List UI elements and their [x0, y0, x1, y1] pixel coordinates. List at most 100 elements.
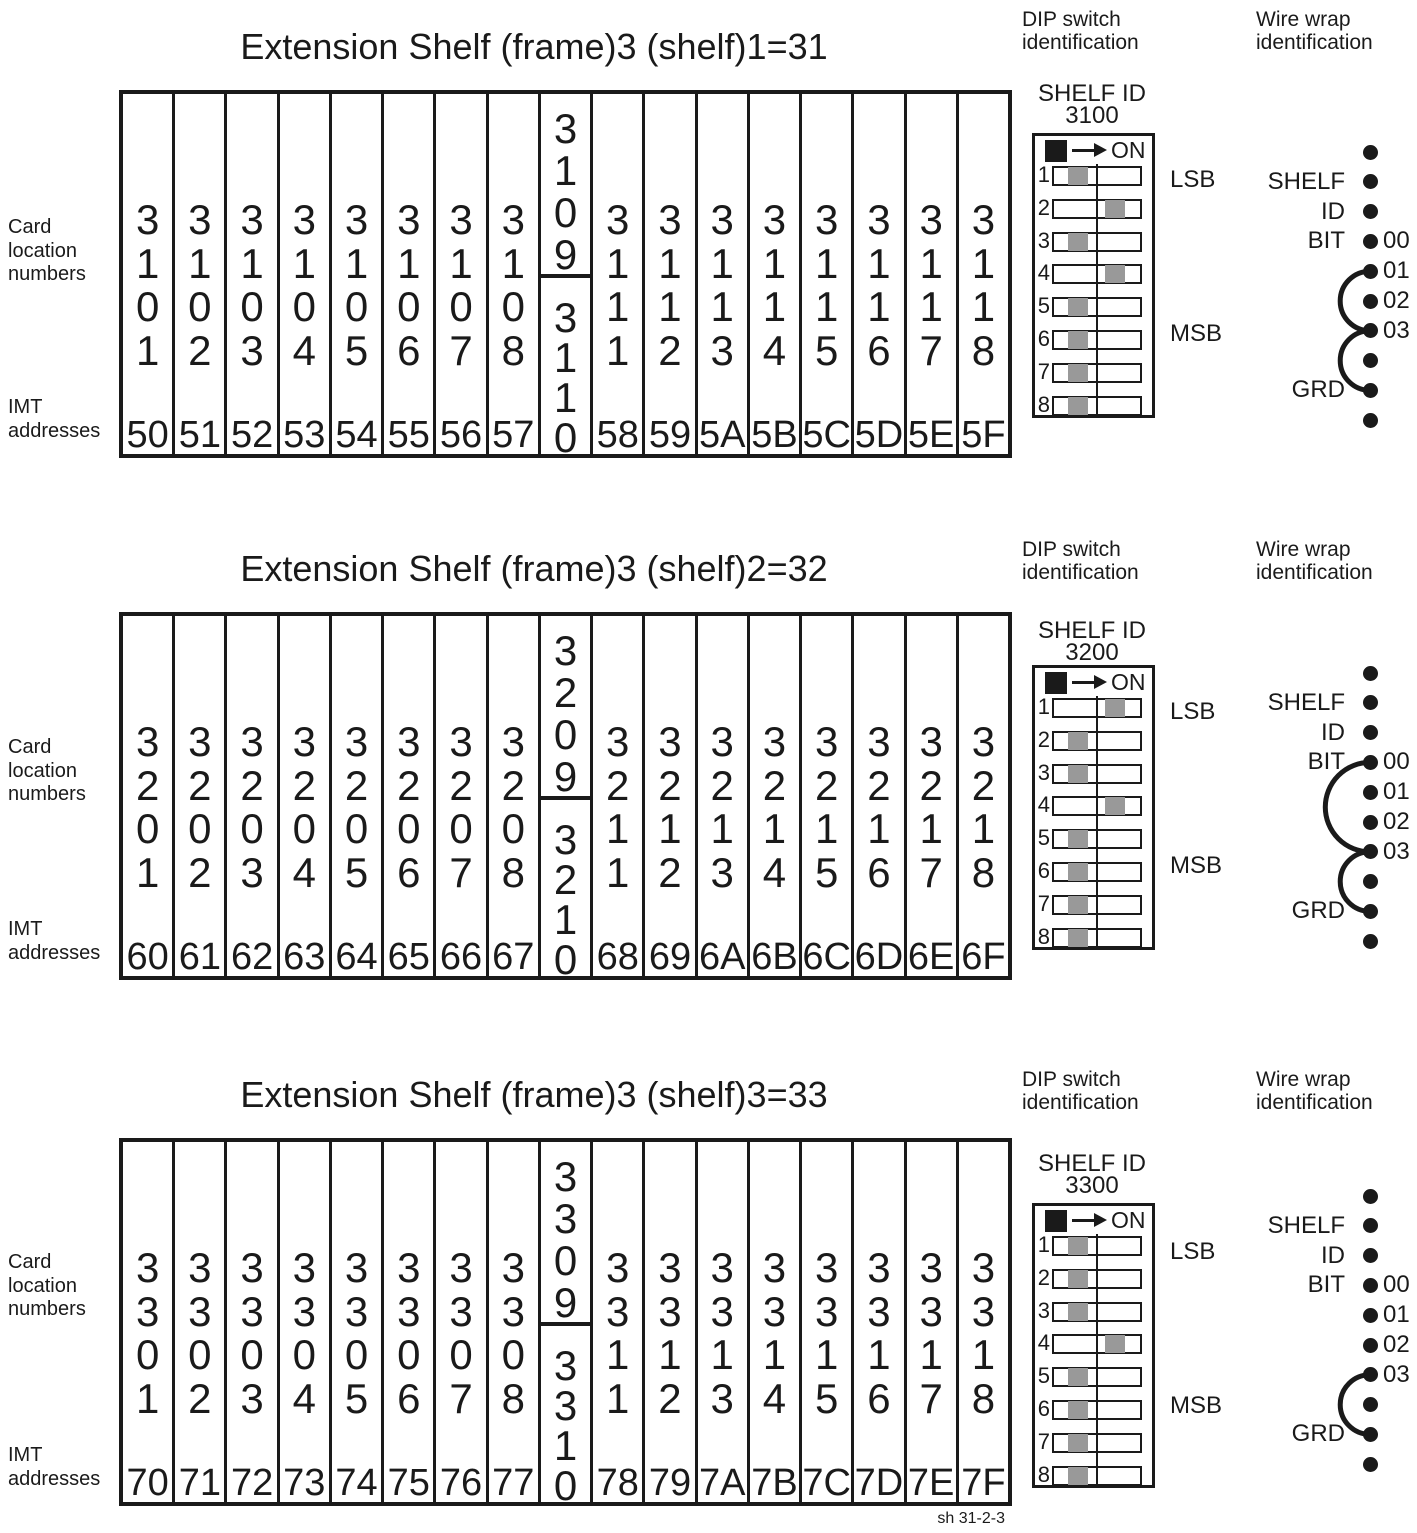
- shelf-id-label: SHELF ID: [1037, 617, 1147, 644]
- dip-rows: 1 2 3 4 5 6 7 8: [1035, 668, 1152, 949]
- imt-address: 5F: [961, 414, 1006, 456]
- card-location-number: 3 2 0 1: [135, 718, 160, 896]
- imt-address: 50: [126, 414, 169, 456]
- switch-track: [1052, 395, 1142, 416]
- bit-number-label: 01: [1383, 257, 1410, 285]
- card-location-number: 3 3 0 7: [449, 1244, 473, 1422]
- card-slot: 3 2 0 5 64: [332, 616, 385, 978]
- card-slot: 3 1 0 4 53: [280, 94, 332, 456]
- card-location-number: 3 3 0 2: [188, 1244, 212, 1422]
- card-slot: 3 1 1 3 5A: [698, 94, 750, 456]
- card-location-number: 3 3 1 0: [553, 1342, 578, 1509]
- wire-wrap-pin: [1362, 174, 1378, 190]
- switch-knob: [1068, 830, 1088, 849]
- wire-wrap-area: SHELF ID BIT GRD 00 01 02 03: [1250, 1180, 1417, 1480]
- switch-number: 7: [1037, 890, 1050, 916]
- imt-address: 7A: [698, 1462, 746, 1504]
- imt-address: 6B: [751, 936, 798, 978]
- imt-address: 7B: [751, 1462, 798, 1504]
- imt-address: 70: [126, 1462, 169, 1504]
- bit-number-label: 01: [1383, 1301, 1410, 1329]
- switch-knob: [1105, 699, 1125, 717]
- switch-knob: [1068, 1302, 1088, 1321]
- card-slot: 3 1 0 7 56: [436, 94, 489, 456]
- imt-address: 5C: [802, 414, 851, 456]
- dip-switch-row: 6: [1035, 326, 1152, 351]
- card-location-number: 3 1 1 1: [606, 196, 630, 374]
- card-slot: 3 2 0 4 63: [280, 616, 332, 978]
- card-slot: 3 2 1 8 6F: [959, 616, 1008, 978]
- card-slot: 3 1 1 2 59: [645, 94, 698, 456]
- switch-knob: [1068, 895, 1088, 914]
- card-slot: 3 3 0 6 75: [384, 1142, 437, 1504]
- dip-switch-row: 5: [1035, 293, 1152, 318]
- card-location-number: 3 2 0 9: [553, 627, 578, 800]
- grd-label: GRD: [1291, 897, 1345, 925]
- imt-address: 63: [283, 936, 326, 978]
- card-location-number: 3 3 0 8: [501, 1244, 525, 1422]
- wire-connections: [1322, 759, 1373, 914]
- wire-arc: [1322, 759, 1373, 855]
- imt-address: 77: [492, 1462, 535, 1504]
- card-slot: 3 3 1 4 7B: [750, 1142, 803, 1504]
- bit-number-label: 00: [1383, 748, 1410, 776]
- dip-switch-row: 5: [1035, 825, 1152, 850]
- wire-wrap-pin: [1362, 353, 1378, 369]
- bit-number-label: 00: [1383, 1271, 1410, 1299]
- imt-address: 67: [492, 936, 535, 978]
- on-label: ON: [1111, 669, 1146, 695]
- card-location-number: 3 3 0 5: [344, 1244, 369, 1422]
- card-slot: 3 2 0 1 60: [123, 616, 176, 978]
- card-location-number: 3 1 0 3: [240, 196, 264, 374]
- dip-switch-panel: ON 1 2 3 4 5 6 7 8: [1032, 665, 1155, 950]
- wire-wrap-pin: [1362, 263, 1378, 279]
- wire-wrap-pin: [1362, 233, 1378, 249]
- wire-arc: [1337, 849, 1373, 914]
- bit-number-label: 01: [1383, 778, 1410, 806]
- slot-divider: [540, 274, 591, 278]
- switch-track: [1052, 894, 1142, 915]
- card-slot: 3 2 0 6 65: [384, 616, 437, 978]
- dip-switch-row: 1: [1035, 1232, 1152, 1257]
- imt-address: 79: [648, 1462, 692, 1504]
- switch-number: 6: [1037, 326, 1050, 351]
- switch-knob: [1068, 363, 1088, 382]
- wire-wrap-pin: [1362, 144, 1378, 160]
- lsb-label: LSB: [1170, 166, 1216, 193]
- switch-track: [1052, 1465, 1142, 1486]
- card-slot: 3 1 1 5 5C: [802, 94, 855, 456]
- card-slot: 3 3 1 1 78: [593, 1142, 646, 1504]
- on-direction-arrowhead-icon: [1094, 143, 1107, 157]
- dip-switch-row: 7: [1035, 359, 1152, 384]
- shelf-id-value: 3200: [1065, 639, 1119, 666]
- dip-switch-row: 2: [1035, 727, 1152, 752]
- imt-address: 69: [648, 936, 692, 978]
- card-location-number: 3 1 0 9: [553, 105, 578, 278]
- card-location-number: 3 3 0 4: [292, 1244, 316, 1422]
- imt-address: 6E: [907, 936, 955, 978]
- wire-wrap-pin: [1362, 1397, 1378, 1413]
- card-slot: 3 1 0 8 57: [489, 94, 541, 456]
- imt-address: 58: [596, 414, 639, 456]
- card-slot: 3 3 0 4 73: [280, 1142, 332, 1504]
- card-location-number: 3 3 1 8: [971, 1244, 996, 1422]
- dip-switch-row: 8: [1035, 1462, 1152, 1487]
- switch-knob-legend-icon: [1045, 672, 1067, 694]
- wire-arc: [1337, 328, 1373, 393]
- card-location-number: 3 3 1 4: [762, 1244, 787, 1422]
- card-location-number: 3 1 1 6: [867, 196, 891, 374]
- dip-rows: 1 2 3 4 5 6 7 8: [1035, 136, 1152, 417]
- lsb-label: LSB: [1170, 698, 1216, 725]
- imt-address: 5D: [854, 414, 904, 456]
- wire-wrap-pin: [1362, 665, 1378, 681]
- card-slot: 3 1 1 6 5D: [854, 94, 907, 456]
- wire-connections: [1337, 268, 1373, 393]
- slot-divider: [540, 1322, 591, 1326]
- imt-address: 5E: [907, 414, 955, 456]
- dip-switch-row: 8: [1035, 924, 1152, 949]
- switch-number: 8: [1037, 391, 1050, 417]
- shelf-title: Extension Shelf (frame)3 (shelf)2=32: [240, 548, 828, 589]
- switch-number: 7: [1037, 358, 1050, 384]
- card-slot: 3 1 0 6 55: [384, 94, 437, 456]
- dip-switch-row: 6: [1035, 1396, 1152, 1421]
